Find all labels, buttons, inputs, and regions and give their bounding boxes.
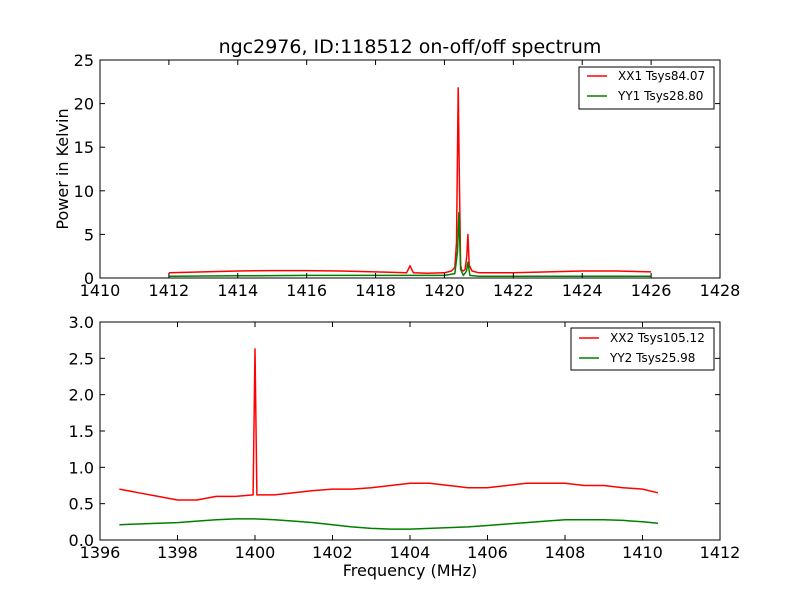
top-plot-frame [99, 59, 721, 279]
top-x-tick-label: 1426 [631, 281, 672, 300]
top-legend-label-xx1: XX1 Tsys84.07 [618, 69, 705, 83]
top-legend-label-yy1: YY1 Tsys28.80 [617, 89, 703, 103]
top-legend-frame [578, 66, 715, 110]
top-y-tick-label: 0 [84, 269, 94, 288]
top-series-group [168, 87, 652, 278]
bottom-x-axis-label: Frequency (MHz) [343, 561, 477, 580]
bottom-x-tick-label: 1410 [622, 543, 663, 562]
top-y-tick-label: 5 [84, 225, 94, 244]
bottom-y-tick-label: 2.5 [69, 349, 94, 368]
bottom-y-tick-label: 0.0 [69, 531, 94, 550]
bottom-x-tick-label: 1408 [545, 543, 586, 562]
bottom-panel: 1396 1398 1400 1402 1404 1406 1408 1410 1412 0.0 0… [69, 313, 741, 580]
bottom-series-line-2 [119, 518, 659, 530]
top-y-tick-label: 10 [74, 182, 94, 201]
top-x-tick-label: 1422 [493, 281, 534, 300]
top-ticks-group: 1410 1412 1414 1416 1418 1420 1422 1424 1426 1428… [74, 51, 741, 300]
bottom-legend-label-yy2: YY2 Tsys25.98 [609, 351, 695, 365]
bottom-legend-frame [570, 327, 715, 371]
bottom-legend: XX2 Tsys105.12 YY2 Tsys25.98 [570, 327, 715, 371]
bottom-y-tick-label: 1.0 [69, 458, 94, 477]
bottom-x-tick-label: 1400 [235, 543, 276, 562]
top-x-tick-label: 1414 [217, 281, 258, 300]
bottom-ticks-group: 1396 1398 1400 1402 1404 1406 1408 1410 1412 0.0 0… [69, 313, 741, 562]
top-x-tick-label: 1424 [562, 281, 603, 300]
bottom-x-tick-label: 1402 [312, 543, 353, 562]
bottom-y-tick-label: 1.5 [69, 422, 94, 441]
bottom-x-tick-label: 1412 [700, 543, 741, 562]
top-x-tick-label: 1412 [149, 281, 190, 300]
top-y-tick-label: 15 [74, 138, 94, 157]
top-y-axis-label: Power in Kelvin [53, 108, 72, 229]
chart-title: ngc2976, ID:118512 on-off/off spectrum [219, 36, 602, 58]
bottom-series-line-1 [119, 348, 659, 501]
bottom-y-tick-label: 2.0 [69, 386, 94, 405]
top-series-line-2 [168, 211, 652, 278]
top-panel: 1410 1412 1414 1416 1418 1420 1422 1424 1426 1428… [53, 51, 740, 300]
top-x-tick-label: 1420 [424, 281, 465, 300]
bottom-x-tick-label: 1398 [157, 543, 198, 562]
bottom-legend-label-xx2: XX2 Tsys105.12 [610, 331, 705, 345]
bottom-x-tick-label: 1406 [467, 543, 508, 562]
top-y-tick-label: 20 [74, 95, 94, 114]
top-series-line-1 [168, 87, 652, 274]
top-x-tick-label: 1428 [700, 281, 741, 300]
top-legend: XX1 Tsys84.07 YY1 Tsys28.80 [578, 66, 715, 110]
bottom-x-tick-label: 1404 [390, 543, 431, 562]
top-x-tick-label: 1416 [286, 281, 327, 300]
bottom-y-tick-label: 0.5 [69, 495, 94, 514]
top-x-tick-label: 1410 [80, 281, 121, 300]
top-x-tick-label: 1418 [355, 281, 396, 300]
top-y-tick-label: 25 [74, 51, 94, 70]
bottom-series-group [119, 348, 659, 530]
bottom-x-tick-label: 1396 [80, 543, 121, 562]
bottom-y-tick-label: 3.0 [69, 313, 94, 332]
